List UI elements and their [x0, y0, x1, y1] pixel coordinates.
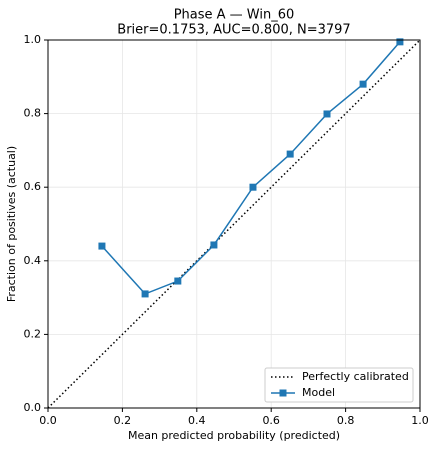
legend-label: Model: [302, 386, 335, 399]
y-tick-label: 0.0: [24, 401, 42, 414]
marker: [359, 80, 367, 88]
x-tick-label: 0.0: [39, 414, 57, 427]
marker: [396, 38, 404, 46]
marker: [98, 242, 106, 250]
x-tick-label: 0.2: [114, 414, 132, 427]
y-tick-label: 0.6: [24, 180, 42, 193]
chart-subtitle: Brier=0.1753, AUC=0.800, N=3797: [117, 23, 350, 38]
x-tick-label: 1.0: [411, 414, 429, 427]
marker: [174, 277, 182, 285]
series-line: [101, 41, 401, 295]
x-axis-label: Mean predicted probability (predicted): [128, 429, 340, 442]
marker: [210, 241, 218, 249]
x-tick-label: 0.6: [262, 414, 280, 427]
legend-label: Perfectly calibrated: [302, 370, 409, 383]
legend-marker: [279, 389, 287, 397]
y-axis-label: Fraction of positives (actual): [5, 146, 18, 302]
y-tick-label: 0.8: [24, 107, 42, 120]
x-tick-label: 0.4: [188, 414, 206, 427]
marker: [141, 290, 149, 298]
series-line: [47, 39, 421, 409]
plot-frame: [47, 39, 421, 409]
marker: [249, 183, 257, 191]
y-tick-label: 1.0: [24, 33, 42, 46]
marker: [286, 150, 294, 158]
x-tick-label: 0.8: [337, 414, 355, 427]
legend-box: [264, 367, 414, 403]
y-tick-label: 0.2: [24, 327, 42, 340]
y-tick-label: 0.4: [24, 254, 42, 267]
chart-title: Phase A — Win_60: [174, 8, 295, 23]
marker: [323, 110, 331, 118]
